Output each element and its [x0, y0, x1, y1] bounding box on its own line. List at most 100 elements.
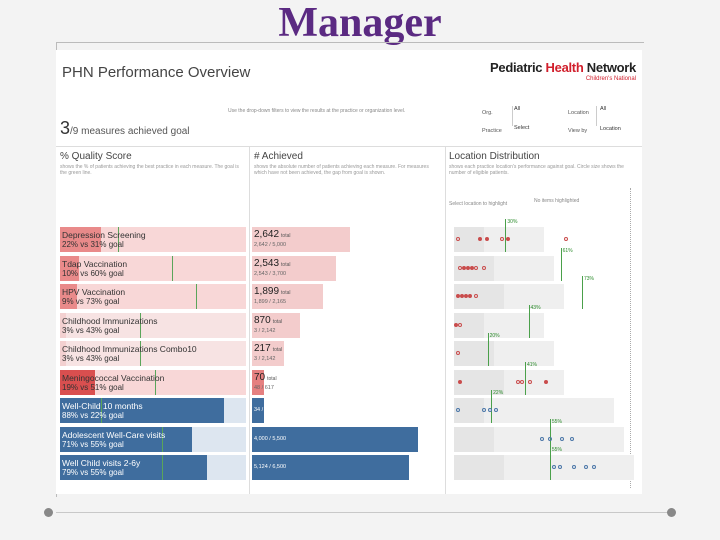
location-dot[interactable] — [458, 265, 462, 270]
location-dot[interactable] — [456, 294, 460, 298]
location-dot[interactable] — [470, 265, 474, 270]
quality-row[interactable]: Childhood Immunizations Combo10 3% vs 43%… — [60, 341, 246, 366]
location-dot[interactable] — [544, 379, 548, 384]
location-dot[interactable] — [474, 294, 478, 298]
achieved-row[interactable]: 5,124 / 6,500 — [252, 455, 430, 480]
network-logo: Pediatric Health Network Children's Nati… — [490, 60, 636, 82]
location-dot[interactable] — [540, 436, 544, 441]
quality-row[interactable]: Well Child visits 2-6y 79% vs 55% goal — [60, 455, 246, 480]
location-dot[interactable] — [584, 465, 588, 469]
location-row[interactable]: 41% — [452, 361, 630, 395]
location-dot[interactable] — [494, 408, 498, 412]
location-dot[interactable] — [456, 408, 460, 412]
quality-goal-marker — [154, 369, 156, 395]
location-dot[interactable] — [558, 465, 562, 469]
location-dot[interactable] — [456, 351, 460, 355]
location-dot[interactable] — [552, 465, 556, 469]
measure-name: Tdap Vaccination — [62, 258, 128, 269]
location-goal-line — [487, 333, 489, 366]
achieved-row[interactable]: 870 total 3 / 2,142 — [252, 312, 430, 338]
location-dot[interactable] — [488, 408, 492, 412]
achieved-row[interactable]: 34 / 312 — [252, 398, 430, 423]
quality-row[interactable]: Well-Child 10 months 88% vs 22% goal — [60, 398, 246, 423]
location-dot[interactable] — [500, 237, 504, 241]
location-dot[interactable] — [458, 322, 462, 327]
location-dot[interactable] — [516, 379, 520, 384]
location-highlight-label: Select location to highlight — [449, 201, 508, 207]
location-dot[interactable] — [572, 465, 576, 469]
quality-bar-fill — [60, 341, 66, 366]
quality-bar-track — [60, 312, 246, 338]
location-row[interactable]: 20% — [452, 333, 630, 366]
location-row[interactable]: 55% — [452, 418, 630, 452]
location-row[interactable]: 61% — [452, 247, 630, 281]
location-dot[interactable] — [485, 237, 489, 241]
location-dot[interactable] — [458, 379, 462, 384]
achieved-row[interactable]: 70 total 48 / 617 — [252, 369, 430, 395]
quality-row[interactable]: Childhood Immunizations 3% vs 43% goal — [60, 312, 246, 338]
filter-viewby-value[interactable]: Location — [600, 126, 621, 132]
measure-score: 79% vs 55% goal — [62, 468, 124, 477]
location-dot[interactable] — [528, 379, 532, 384]
achieved-row[interactable]: 2,543 total 2,543 / 3,700 — [252, 255, 430, 281]
location-dot[interactable] — [474, 265, 478, 270]
achieved-row[interactable]: 217 total 3 / 2,142 — [252, 341, 430, 366]
filter-location-value[interactable]: All — [600, 106, 607, 112]
location-row[interactable]: 22% — [452, 390, 630, 423]
location-highlight-state[interactable]: No items highlighted — [534, 198, 580, 204]
location-dot[interactable] — [560, 436, 564, 441]
location-dot[interactable] — [454, 322, 458, 327]
location-dot[interactable] — [506, 237, 510, 241]
achieved-bar-fill — [252, 312, 301, 338]
goal-summary: 3/9 measures achieved goal — [60, 118, 190, 139]
location-dot[interactable] — [460, 294, 464, 298]
achieved-detail: 2,642 / 5,000 — [254, 242, 287, 248]
location-dot[interactable] — [548, 436, 552, 441]
location-dot[interactable] — [570, 436, 574, 441]
location-range — [454, 312, 484, 338]
quality-row[interactable]: HPV Vaccination 9% vs 73% goal — [60, 284, 246, 309]
location-dot[interactable] — [482, 265, 486, 270]
achieved-unit: total — [267, 375, 277, 382]
location-dot[interactable] — [520, 379, 524, 384]
achieved-count: 217 total — [254, 343, 283, 354]
location-row[interactable]: 30% — [452, 219, 630, 252]
quality-row[interactable]: Depression Screening 22% vs 31% goal — [60, 227, 246, 252]
measure-name: Childhood Immunizations — [62, 315, 158, 326]
achieved-row[interactable]: 4,000 / 5,500 — [252, 426, 430, 452]
quality-bar-track — [60, 284, 246, 309]
instructions-text: Use the drop-down filters to view the re… — [228, 108, 406, 114]
location-dot[interactable] — [462, 265, 466, 270]
measure-score: 3% vs 43% goal — [62, 325, 120, 335]
achieved-detail: 2,543 / 3,700 — [254, 270, 287, 277]
quality-bar-fill — [60, 312, 66, 338]
location-dot[interactable] — [456, 237, 460, 241]
quality-bar-fill — [60, 369, 96, 395]
quality-row[interactable]: Adolescent Well-Care visits 71% vs 55% go… — [60, 426, 246, 452]
location-dot[interactable] — [564, 237, 568, 241]
location-row[interactable]: 55% — [452, 447, 634, 480]
location-dot[interactable] — [466, 265, 470, 270]
quality-row[interactable]: Meningococcal Vaccination 19% vs 51% goal — [60, 369, 246, 395]
achieved-detail: 3 / 2,142 — [254, 327, 276, 334]
quality-row[interactable]: Tdap Vaccination 10% vs 60% goal — [60, 255, 246, 281]
location-row[interactable]: 73% — [452, 276, 630, 309]
achieved-count: 870 total — [254, 314, 283, 326]
achieved-bar-fill — [252, 426, 418, 452]
location-goal-label: 43% — [530, 304, 541, 311]
quality-bar-fill — [60, 398, 224, 423]
filter-org-value[interactable]: All — [514, 106, 521, 112]
measure-score: 88% vs 22% goal — [62, 411, 124, 420]
location-dot[interactable] — [482, 408, 486, 412]
filter-practice-value[interactable]: Select — [514, 125, 530, 131]
location-dot[interactable] — [478, 237, 482, 241]
top-rule — [56, 42, 644, 43]
bottom-rule — [56, 512, 668, 513]
location-dot[interactable] — [464, 294, 468, 298]
location-dot[interactable] — [468, 294, 472, 298]
location-dot[interactable] — [592, 465, 596, 469]
achieved-row[interactable]: 1,899 total 1,899 / 2,165 — [252, 284, 430, 309]
location-row[interactable]: 43% — [452, 304, 630, 338]
filter-divider — [512, 106, 513, 126]
achieved-row[interactable]: 2,642 total 2,642 / 5,000 — [252, 227, 430, 252]
